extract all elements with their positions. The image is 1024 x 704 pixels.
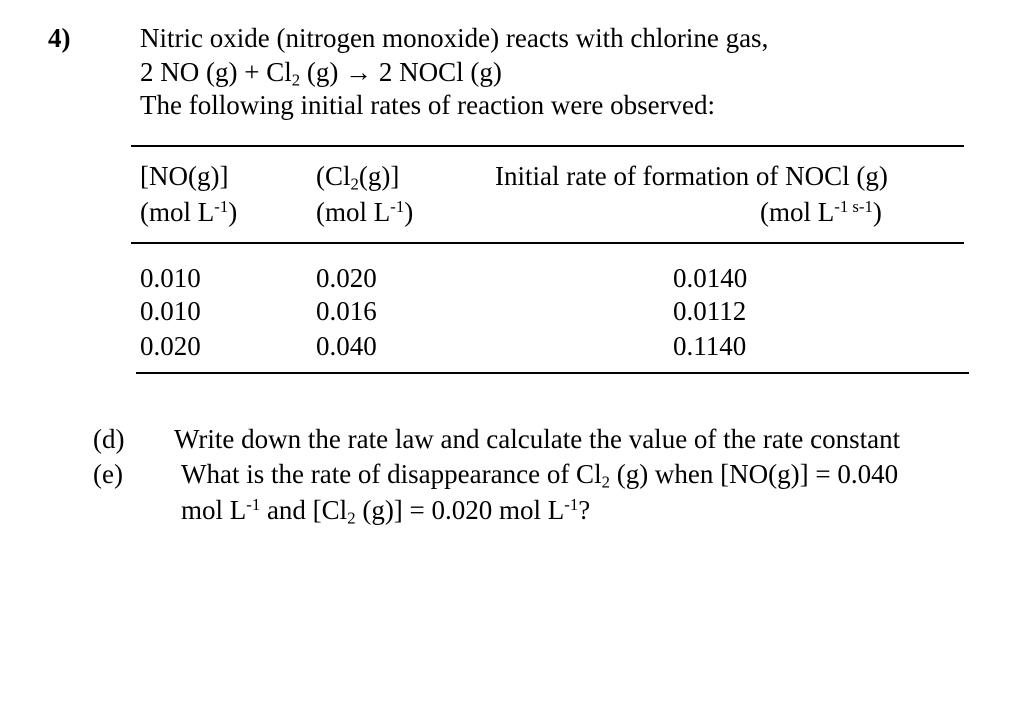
header-cl2-unit-exp: -1 <box>390 196 405 216</box>
part-d-label: (d) <box>93 424 125 454</box>
reaction-equation: 2 NO (g) + Cl2 (g) → 2 NOCl (g) <box>140 56 502 90</box>
table-cell: 0.020 <box>316 263 377 293</box>
header-no-line2: (mol L-1) <box>140 196 237 228</box>
table-top-rule <box>131 145 964 147</box>
header-rate-line1: Initial rate of formation of NOCl (g) <box>495 160 888 192</box>
header-no-line1-text: [NO(g)] <box>140 161 229 191</box>
header-no-unit-exp: -1 <box>214 196 229 216</box>
part-e-line1-sub: 2 <box>601 472 610 492</box>
header-no-line1: [NO(g)] <box>140 160 228 192</box>
table-cell: 0.010 <box>140 263 201 293</box>
header-rate-line2: (mol L-1 s-1) <box>760 196 882 228</box>
header-cl2-line2: (mol L-1) <box>316 196 413 228</box>
part-e-line2-sup: -1 <box>246 494 261 514</box>
table-cell: 0.016 <box>316 296 377 326</box>
question-intro: Nitric oxide (nitrogen monoxide) reacts … <box>140 23 769 53</box>
part-e-line2: mol L-1 and [Cl2 (g)] = 0.020 mol L-1? <box>181 494 591 528</box>
header-no-unit-close: ) <box>228 197 238 227</box>
equation-lhs: 2 NO (g) + Cl <box>140 57 292 87</box>
part-e-line2-sub: 2 <box>347 508 356 528</box>
header-rate-unit-exp: -1 s-1 <box>834 196 873 216</box>
equation-subscript: 2 <box>291 70 301 90</box>
header-cl2-unit: (mol L <box>316 197 391 227</box>
header-cl2-close: (g)] <box>358 161 400 191</box>
part-e-line2-sup2: -1 <box>564 494 579 514</box>
header-rate-unit-close: ) <box>872 197 882 227</box>
part-e-label: (e) <box>93 459 123 489</box>
table-cell: 0.0140 <box>673 263 748 293</box>
part-e-line2-d: ? <box>578 495 591 525</box>
header-cl2-line1: (Cl2(g)] <box>316 160 400 194</box>
header-rate-unit: (mol L <box>760 197 835 227</box>
table-cell: 0.010 <box>140 296 201 326</box>
part-e-line1: What is the rate of disappearance of Cl2… <box>181 458 899 492</box>
table-cell: 0.040 <box>316 331 377 361</box>
table-header-rule <box>131 242 964 244</box>
part-e-line2-b: and [Cl <box>260 495 348 525</box>
header-cl2-subscript: 2 <box>350 174 359 194</box>
table-lead-in: The following initial rates of reaction … <box>140 90 716 120</box>
table-bottom-rule <box>136 372 969 374</box>
question-number: 4) <box>48 23 71 53</box>
part-d-text: Write down the rate law and calculate th… <box>174 424 901 454</box>
part-e-line2-c: (g)] = 0.020 mol L <box>355 495 565 525</box>
header-rate-text: Initial rate of formation of NOCl (g) <box>495 161 888 191</box>
table-cell: 0.1140 <box>673 331 747 361</box>
header-no-unit: (mol L <box>140 197 215 227</box>
equation-rhs: (g) → 2 NOCl (g) <box>300 57 502 87</box>
header-cl2-unit-close: ) <box>404 197 414 227</box>
table-cell: 0.020 <box>140 331 201 361</box>
part-e-line1-b: (g) when [NO(g)] = 0.040 <box>609 459 899 489</box>
part-e-line2-a: mol L <box>181 495 247 525</box>
header-cl2-open: (Cl <box>316 161 351 191</box>
part-e-line1-a: What is the rate of disappearance of Cl <box>181 459 602 489</box>
table-cell: 0.0112 <box>673 296 747 326</box>
